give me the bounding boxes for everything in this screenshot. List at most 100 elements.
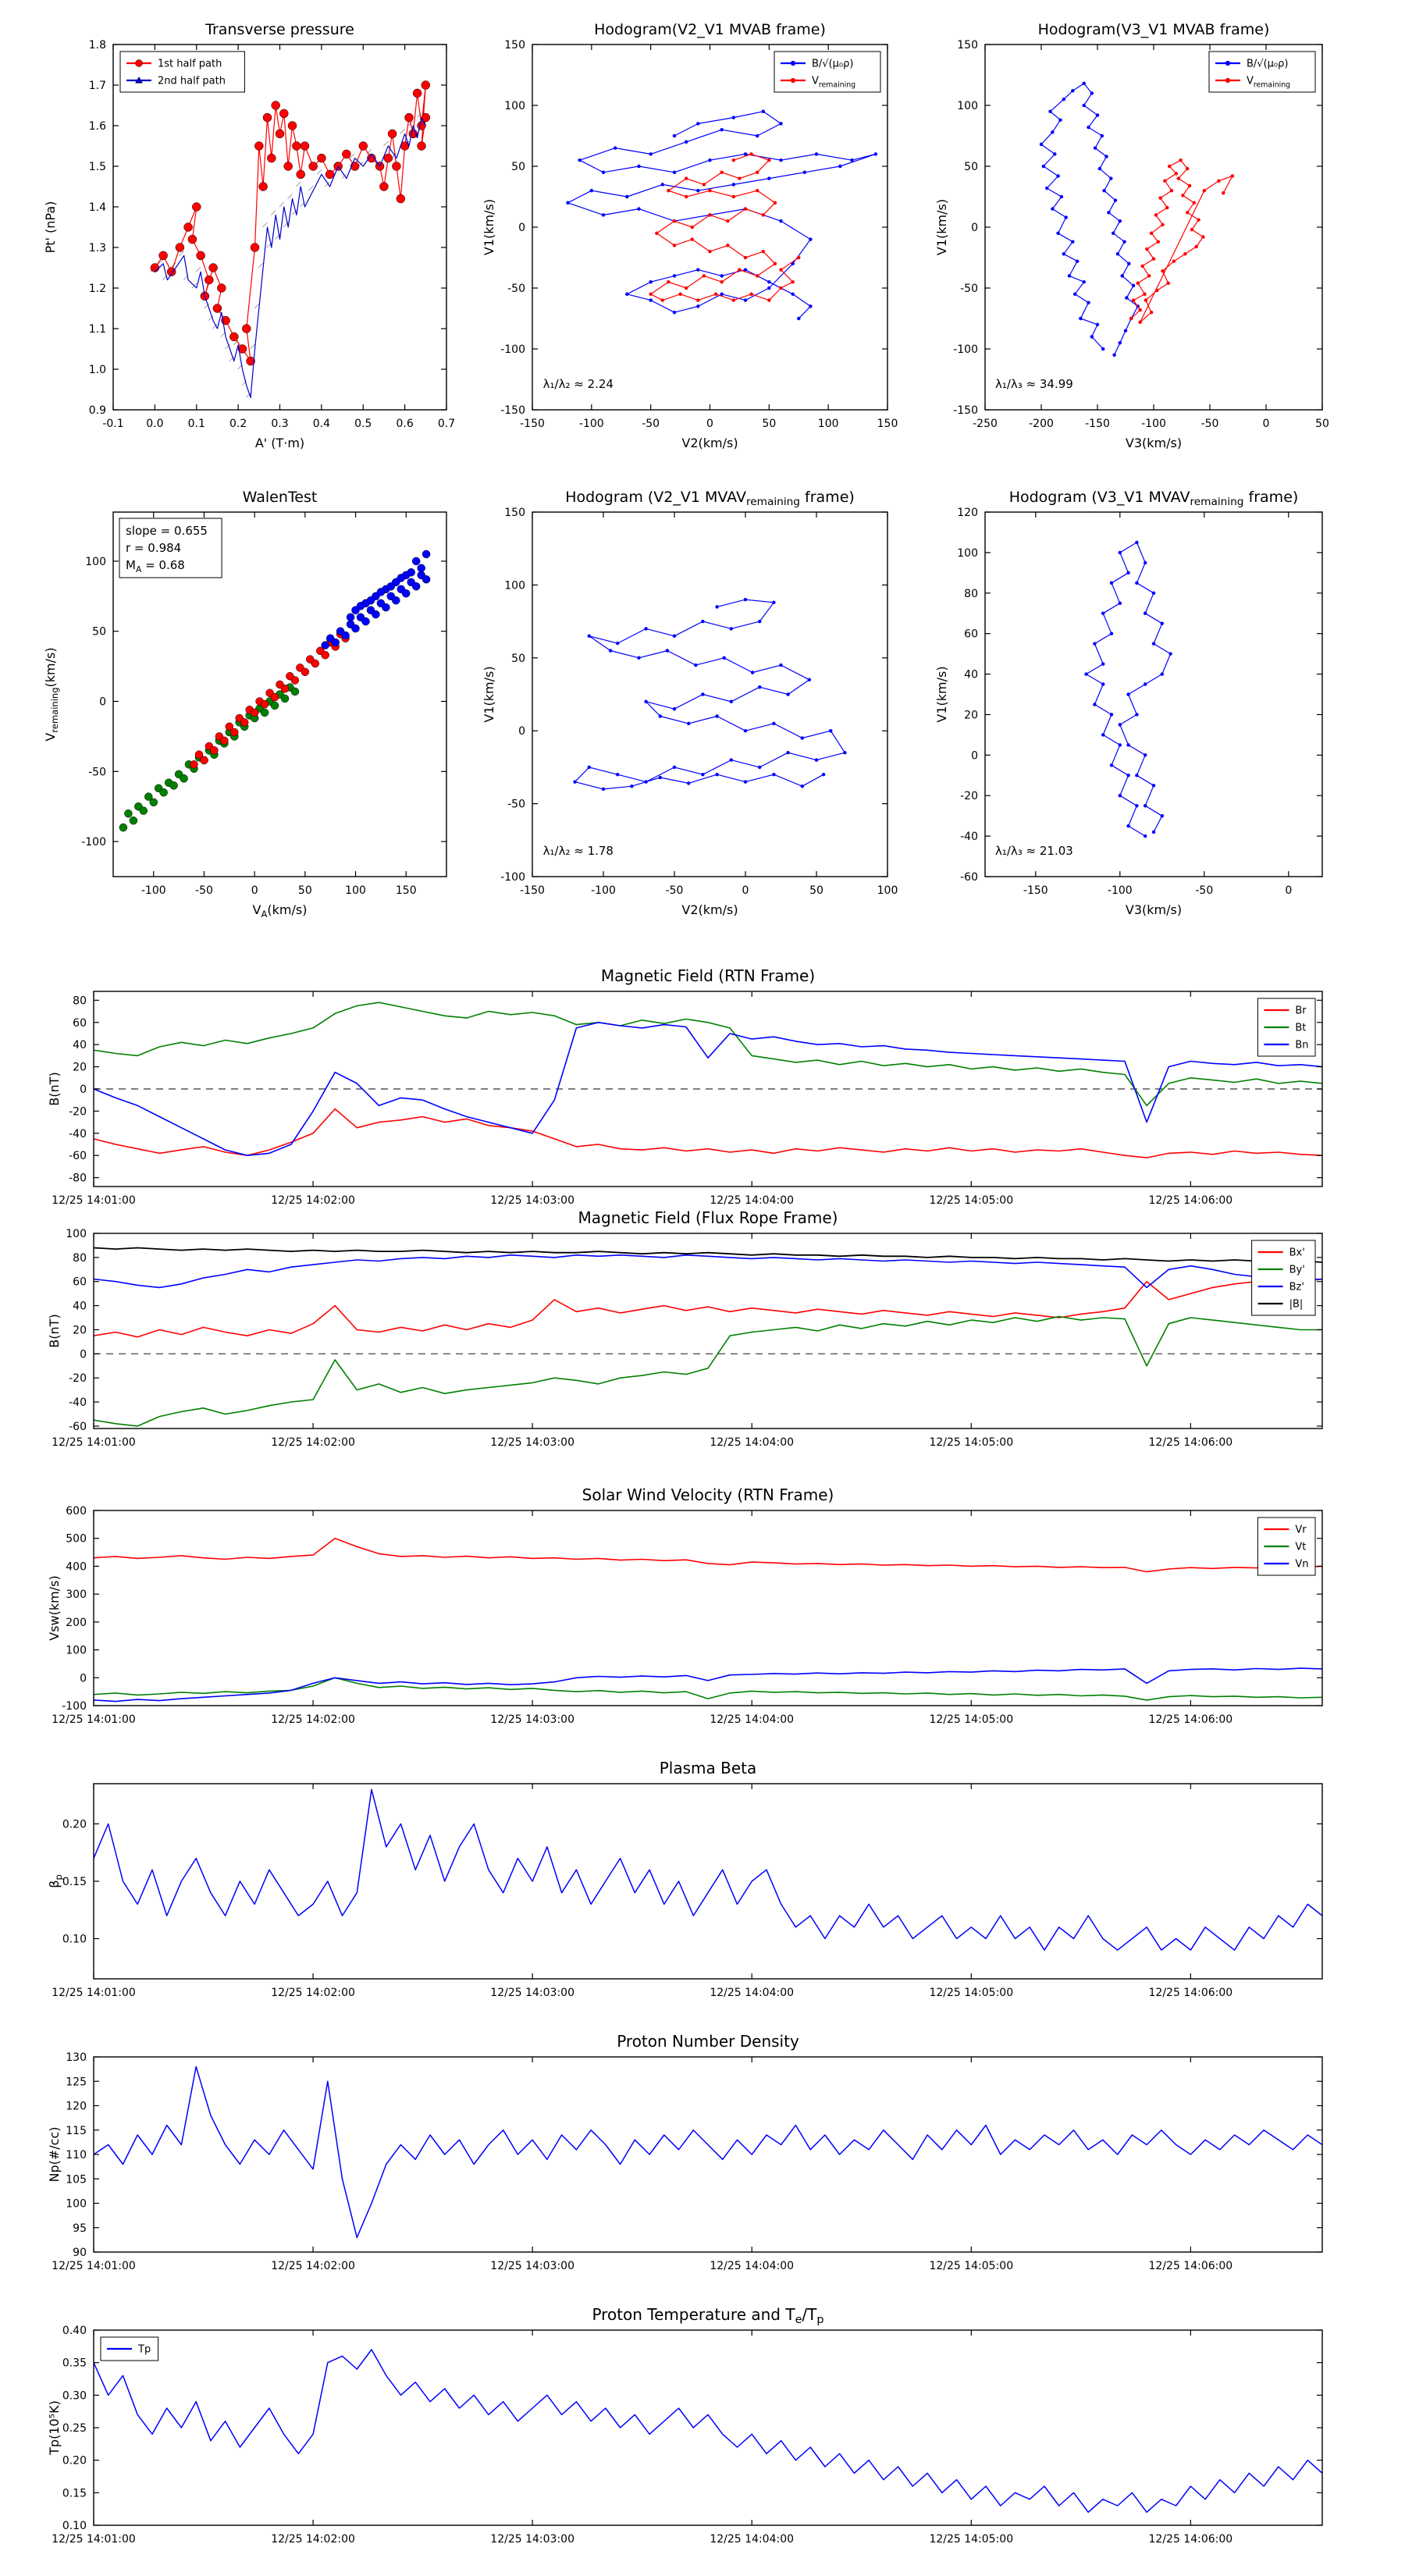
svg-text:V1(km/s): V1(km/s) bbox=[482, 666, 496, 722]
svg-text:12/25 14:06:00: 12/25 14:06:00 bbox=[1149, 2260, 1233, 2272]
svg-text:100: 100 bbox=[66, 1645, 87, 1657]
svg-text:12/25 14:04:00: 12/25 14:04:00 bbox=[710, 1987, 794, 1999]
svg-text:|B|: |B| bbox=[1289, 1299, 1304, 1311]
svg-text:V1(km/s): V1(km/s) bbox=[934, 666, 949, 722]
svg-text:-80: -80 bbox=[69, 1172, 87, 1185]
svg-text:12/25 14:01:00: 12/25 14:01:00 bbox=[52, 2533, 136, 2546]
svg-text:1.0: 1.0 bbox=[89, 364, 106, 376]
svg-text:B/√(μ₀ρ): B/√(μ₀ρ) bbox=[1247, 59, 1288, 70]
svg-text:Vn: Vn bbox=[1295, 1559, 1308, 1571]
svg-text:Vr: Vr bbox=[1295, 1525, 1307, 1536]
svg-text:100: 100 bbox=[504, 579, 525, 592]
svg-text:40: 40 bbox=[73, 1039, 87, 1051]
svg-text:60: 60 bbox=[73, 1276, 87, 1289]
chart-walen-test: -100 -50 0 50 100 150 -100 -50 0 50 100 WalenTest VA… bbox=[31, 482, 476, 923]
svg-text:50: 50 bbox=[809, 884, 823, 897]
svg-text:120: 120 bbox=[66, 2101, 87, 2113]
svg-text:120: 120 bbox=[957, 507, 978, 519]
svg-text:12/25 14:01:00: 12/25 14:01:00 bbox=[52, 1987, 136, 1999]
svg-text:20: 20 bbox=[73, 1062, 87, 1074]
svg-text:Bt: Bt bbox=[1295, 1023, 1306, 1034]
svg-text:50: 50 bbox=[762, 418, 776, 430]
svg-text:60: 60 bbox=[964, 628, 978, 641]
chart-magnetic-field-rtn: 12/25 14:01:00 12/25 14:02:00 12/25 14:03:… bbox=[47, 964, 1374, 1222]
svg-text:1.3: 1.3 bbox=[89, 242, 106, 254]
svg-text:-20: -20 bbox=[960, 790, 978, 802]
svg-text:V3(km/s): V3(km/s) bbox=[1126, 436, 1182, 450]
svg-text:1.1: 1.1 bbox=[89, 323, 106, 336]
svg-text:12/25 14:02:00: 12/25 14:02:00 bbox=[271, 2533, 355, 2546]
svg-text:0: 0 bbox=[742, 884, 749, 897]
svg-text:Vt: Vt bbox=[1295, 1542, 1306, 1553]
svg-text:Solar Wind Velocity (RTN Frame: Solar Wind Velocity (RTN Frame) bbox=[582, 1485, 834, 1504]
svg-text:Hodogram (V2_V1 MVAVremaining: Hodogram (V2_V1 MVAVremaining frame) bbox=[565, 489, 855, 508]
svg-text:12/25 14:04:00: 12/25 14:04:00 bbox=[710, 1194, 794, 1207]
chart-plasma-beta: 12/25 14:01:00 12/25 14:02:00 12/25 14:03:… bbox=[47, 1756, 1374, 2014]
svg-text:Proton Number Density: Proton Number Density bbox=[617, 2032, 799, 2051]
svg-text:12/25 14:05:00: 12/25 14:05:00 bbox=[929, 1713, 1013, 1726]
svg-text:100: 100 bbox=[504, 100, 525, 112]
svg-text:Hodogram(V2_V1 MVAB frame): Hodogram(V2_V1 MVAB frame) bbox=[594, 21, 826, 38]
svg-text:Transverse pressure: Transverse pressure bbox=[205, 21, 354, 38]
svg-text:12/25 14:03:00: 12/25 14:03:00 bbox=[490, 1194, 574, 1207]
svg-text:-100: -100 bbox=[1141, 418, 1166, 430]
svg-text:0.35: 0.35 bbox=[62, 2357, 87, 2370]
svg-text:80: 80 bbox=[964, 588, 978, 600]
svg-text:12/25 14:06:00: 12/25 14:06:00 bbox=[1149, 1713, 1233, 1726]
svg-text:-40: -40 bbox=[69, 1128, 87, 1140]
svg-text:Hodogram (V3_V1 MVAVremaining: Hodogram (V3_V1 MVAVremaining frame) bbox=[1009, 489, 1299, 508]
svg-text:110: 110 bbox=[66, 2149, 87, 2161]
svg-text:r = 0.984: r = 0.984 bbox=[126, 541, 181, 555]
svg-text:-100: -100 bbox=[591, 884, 616, 897]
svg-text:0.40: 0.40 bbox=[62, 2325, 87, 2337]
svg-text:Br: Br bbox=[1295, 1005, 1307, 1017]
svg-text:100: 100 bbox=[818, 418, 839, 430]
svg-text:130: 130 bbox=[66, 2051, 87, 2064]
svg-text:V3(km/s): V3(km/s) bbox=[1126, 902, 1182, 917]
svg-text:0.2: 0.2 bbox=[229, 418, 247, 430]
svg-text:-200: -200 bbox=[1029, 418, 1054, 430]
svg-text:0: 0 bbox=[971, 222, 978, 234]
svg-text:-150: -150 bbox=[520, 884, 545, 897]
svg-text:Plasma Beta: Plasma Beta bbox=[660, 1759, 757, 1777]
svg-text:150: 150 bbox=[396, 884, 417, 897]
svg-text:Bz': Bz' bbox=[1289, 1282, 1304, 1293]
svg-text:-50: -50 bbox=[960, 283, 978, 295]
svg-text:0: 0 bbox=[251, 884, 258, 897]
svg-text:1.4: 1.4 bbox=[89, 201, 106, 214]
svg-text:125: 125 bbox=[66, 2076, 87, 2088]
svg-text:-100: -100 bbox=[579, 418, 604, 430]
svg-text:0.3: 0.3 bbox=[271, 418, 288, 430]
svg-text:V1(km/s): V1(km/s) bbox=[482, 199, 496, 255]
svg-text:12/25 14:04:00: 12/25 14:04:00 bbox=[710, 2260, 794, 2272]
svg-text:V2(km/s): V2(km/s) bbox=[681, 436, 738, 450]
svg-text:-0.1: -0.1 bbox=[102, 418, 123, 430]
chart-proton-density: 12/25 14:01:00 12/25 14:02:00 12/25 14:03:… bbox=[47, 2030, 1374, 2287]
svg-text:12/25 14:05:00: 12/25 14:05:00 bbox=[929, 1987, 1013, 1999]
svg-text:-50: -50 bbox=[507, 799, 525, 811]
svg-text:-150: -150 bbox=[1085, 418, 1110, 430]
svg-text:-150: -150 bbox=[953, 404, 978, 417]
svg-text:V1(km/s): V1(km/s) bbox=[934, 199, 949, 255]
svg-text:-100: -100 bbox=[141, 884, 166, 897]
svg-text:Vsw(km/s): Vsw(km/s) bbox=[47, 1575, 62, 1640]
svg-text:50: 50 bbox=[511, 161, 525, 173]
svg-text:100: 100 bbox=[957, 100, 978, 112]
svg-text:-150: -150 bbox=[500, 404, 525, 417]
svg-text:-50: -50 bbox=[195, 884, 213, 897]
svg-text:0: 0 bbox=[99, 696, 106, 708]
svg-text:0.20: 0.20 bbox=[62, 1818, 87, 1831]
svg-text:0.30: 0.30 bbox=[62, 2389, 87, 2402]
svg-text:0: 0 bbox=[706, 418, 713, 430]
svg-text:0.6: 0.6 bbox=[396, 418, 413, 430]
svg-text:50: 50 bbox=[964, 161, 978, 173]
svg-text:λ₁/λ₂ ≈ 2.24: λ₁/λ₂ ≈ 2.24 bbox=[543, 377, 614, 391]
svg-text:1.6: 1.6 bbox=[89, 120, 106, 133]
svg-text:V2(km/s): V2(km/s) bbox=[681, 902, 738, 917]
svg-text:VA(km/s): VA(km/s) bbox=[253, 902, 308, 920]
chart-hodogram-v2v1-mvav: -150 -100 -50 0 50 100-100-50050100150Hodogra… bbox=[476, 482, 913, 923]
svg-text:12/25 14:03:00: 12/25 14:03:00 bbox=[490, 2260, 574, 2272]
svg-text:60: 60 bbox=[73, 1017, 87, 1030]
svg-text:12/25 14:01:00: 12/25 14:01:00 bbox=[52, 1194, 136, 1207]
svg-text:By': By' bbox=[1289, 1265, 1305, 1276]
